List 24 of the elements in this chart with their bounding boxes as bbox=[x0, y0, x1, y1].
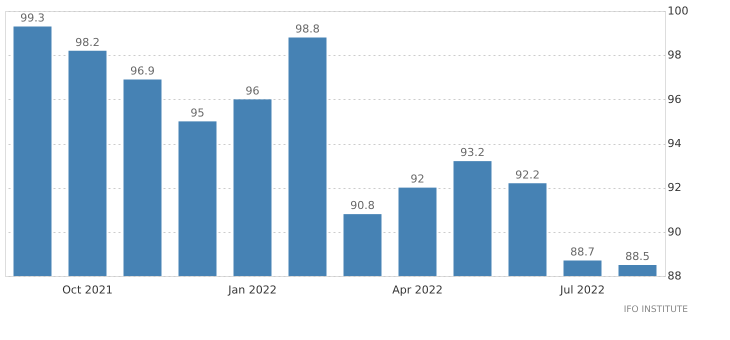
x-tick-label: Jul 2022 bbox=[559, 284, 605, 296]
data-label: 90.8 bbox=[350, 199, 375, 212]
text: IFO INSTITUTE bbox=[624, 305, 688, 315]
x-tick-label: Apr 2022 bbox=[392, 284, 443, 296]
data-label: 96 bbox=[246, 84, 260, 98]
y-tick-label: 100 bbox=[668, 4, 688, 18]
data-label: 98.8 bbox=[295, 22, 320, 36]
data-label: 95 bbox=[190, 106, 204, 120]
y-tick-label: 96 bbox=[668, 92, 682, 106]
data-label: 99.3 bbox=[20, 11, 45, 24]
data-label: 98.2 bbox=[75, 36, 100, 49]
data-label: 93.2 bbox=[460, 146, 485, 160]
data-label: 92 bbox=[410, 172, 424, 186]
y-tick-label: 92 bbox=[668, 181, 682, 194]
data-label: 92.2 bbox=[515, 168, 540, 182]
y-tick-label: 88 bbox=[668, 270, 682, 282]
y-tick-label: 98 bbox=[668, 48, 682, 62]
data-label: 88.5 bbox=[625, 250, 650, 263]
y-tick-label: 90 bbox=[668, 225, 682, 238]
data-label: 88.7 bbox=[570, 246, 595, 259]
x-tick-label: Jan 2022 bbox=[227, 284, 277, 296]
y-tick-label: 94 bbox=[668, 137, 682, 150]
data-label: 96.9 bbox=[130, 64, 155, 78]
x-tick-label: Oct 2021 bbox=[62, 284, 113, 296]
